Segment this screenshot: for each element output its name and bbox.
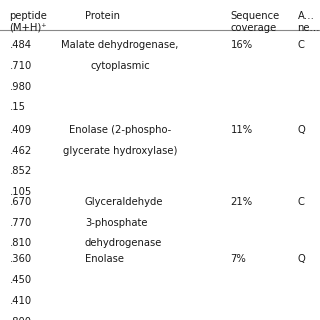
Text: .810: .810 — [10, 238, 32, 248]
Text: Glyceraldehyde: Glyceraldehyde — [85, 197, 163, 207]
Text: .770: .770 — [10, 218, 32, 228]
Text: Enolase (2-phospho-: Enolase (2-phospho- — [69, 125, 171, 135]
Text: 11%: 11% — [230, 125, 252, 135]
Text: .670: .670 — [10, 197, 32, 207]
Text: Q: Q — [298, 125, 305, 135]
Text: 3-phosphate: 3-phosphate — [85, 218, 147, 228]
Text: A…
ne…: A… ne… — [298, 11, 320, 33]
Text: 21%: 21% — [230, 197, 252, 207]
Text: .410: .410 — [10, 296, 32, 306]
Text: .484: .484 — [10, 40, 32, 50]
Text: .360: .360 — [10, 254, 32, 264]
Text: Sequence
coverage: Sequence coverage — [230, 11, 280, 33]
Text: Q: Q — [298, 254, 305, 264]
Text: C: C — [298, 197, 304, 207]
Text: dehydrogenase: dehydrogenase — [85, 238, 162, 248]
Text: Malate dehydrogenase,: Malate dehydrogenase, — [61, 40, 179, 50]
Text: .105: .105 — [10, 187, 32, 197]
Text: glycerate hydroxylase): glycerate hydroxylase) — [63, 146, 177, 156]
Text: .409: .409 — [10, 125, 32, 135]
Text: peptide
(M+H)⁺: peptide (M+H)⁺ — [10, 11, 47, 33]
Text: 16%: 16% — [230, 40, 252, 50]
Text: C: C — [298, 40, 304, 50]
Text: Enolase: Enolase — [85, 254, 124, 264]
Text: .462: .462 — [10, 146, 32, 156]
Text: .852: .852 — [10, 166, 32, 176]
Text: .15: .15 — [10, 102, 26, 112]
Text: .800: .800 — [10, 317, 32, 320]
Text: 7%: 7% — [230, 254, 246, 264]
Text: cytoplasmic: cytoplasmic — [90, 61, 150, 71]
Text: .980: .980 — [10, 82, 32, 92]
Text: .450: .450 — [10, 275, 32, 285]
Text: Protein: Protein — [85, 11, 120, 21]
Text: .710: .710 — [10, 61, 32, 71]
